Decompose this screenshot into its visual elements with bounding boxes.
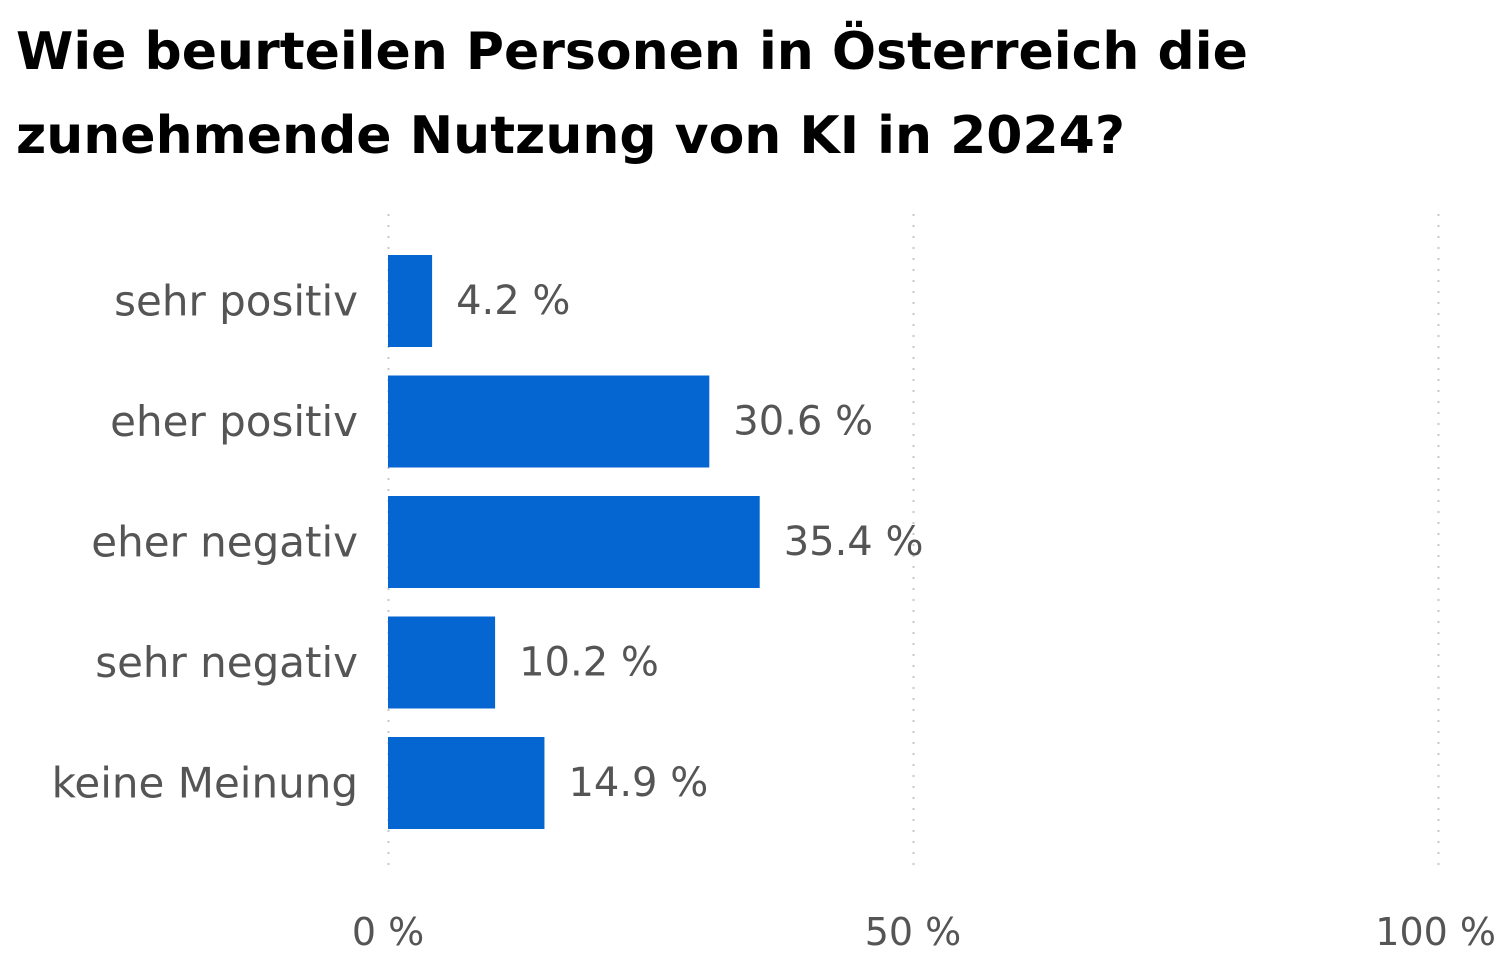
category-label: eher positiv [110,397,358,446]
bar [388,737,545,829]
value-label: 35.4 % [784,519,924,565]
category-label: sehr negativ [95,638,358,687]
x-tick-label: 50 % [865,910,962,954]
category-label: sehr positiv [114,277,358,326]
value-labels: 4.2 % 30.6 % 35.4 % 10.2 % 14.9 % [456,278,923,806]
value-label: 10.2 % [519,640,659,686]
value-label: 30.6 % [733,399,873,445]
x-axis-ticks: 0 % 50 % 100 % [352,910,1496,954]
x-tick-label: 0 % [352,910,424,954]
value-label: 14.9 % [568,760,708,806]
value-label: 4.2 % [456,278,570,324]
bar [388,375,710,468]
chart-title: Wie beurteilen Personen in Österreich di… [16,22,1248,166]
bars [388,255,760,829]
category-labels: sehr positiv eher positiv eher negativ sehr… [52,277,358,808]
category-label: keine Meinung [52,759,358,808]
bar [388,496,760,588]
bar [388,255,433,347]
category-label: eher negativ [91,518,358,567]
x-tick-label: 100 % [1375,910,1496,954]
bar [388,616,496,709]
